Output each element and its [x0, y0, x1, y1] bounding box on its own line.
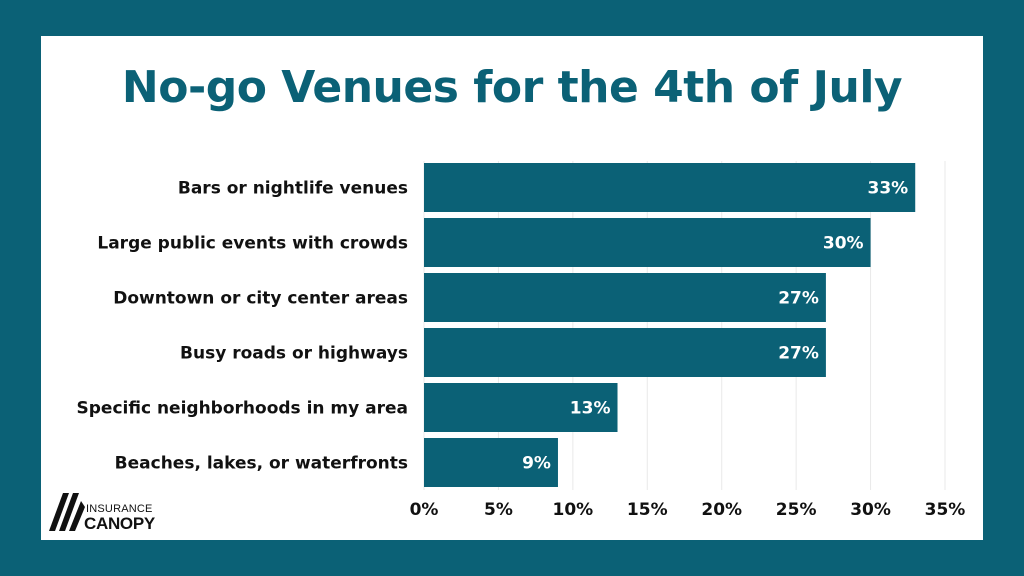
category-label: Bars or nightlife venues [178, 179, 408, 199]
bar-value-label: 13% [570, 399, 611, 419]
bar [424, 328, 826, 377]
category-label: Busy roads or highways [180, 344, 408, 364]
x-tick-label: 10% [553, 500, 594, 520]
bar-value-label: 33% [868, 179, 909, 199]
category-label: Downtown or city center areas [113, 289, 408, 309]
grid-lines [423, 161, 946, 490]
category-label: Beaches, lakes, or waterfronts [115, 454, 408, 474]
x-tick-label: 15% [627, 500, 668, 520]
bar-value-label: 27% [778, 289, 819, 309]
category-label: Large public events with crowds [97, 234, 408, 254]
bar [424, 383, 618, 432]
x-tick-label: 35% [925, 500, 966, 520]
bar [424, 438, 558, 487]
x-tick-label: 20% [701, 500, 742, 520]
x-tick-label: 0% [410, 500, 439, 520]
bar [424, 218, 871, 267]
logo-text-canopy: CANOPY [84, 514, 155, 533]
x-tick-label: 30% [850, 500, 891, 520]
logo-text-insurance: INSURANCE [86, 503, 153, 515]
bar-value-label: 30% [823, 234, 864, 254]
x-axis-ticks: 0% 5% 10% 15% 20% 25% 30% 35% [410, 500, 966, 520]
category-labels: Bars or nightlife venues Large public eve… [77, 179, 409, 474]
bar-value-label: 27% [778, 344, 819, 364]
category-label: Specific neighborhoods in my area [77, 399, 409, 419]
bar-value-label: 9% [522, 454, 551, 474]
bars: 33% 30% 27% 27% 13% 9% [424, 163, 916, 487]
x-tick-label: 25% [776, 500, 817, 520]
bar [424, 273, 826, 322]
canopy-stripes-logo-icon [49, 493, 85, 531]
bar [424, 163, 916, 212]
chart-title: No-go Venues for the 4th of July [121, 62, 903, 113]
x-tick-label: 5% [484, 500, 513, 520]
